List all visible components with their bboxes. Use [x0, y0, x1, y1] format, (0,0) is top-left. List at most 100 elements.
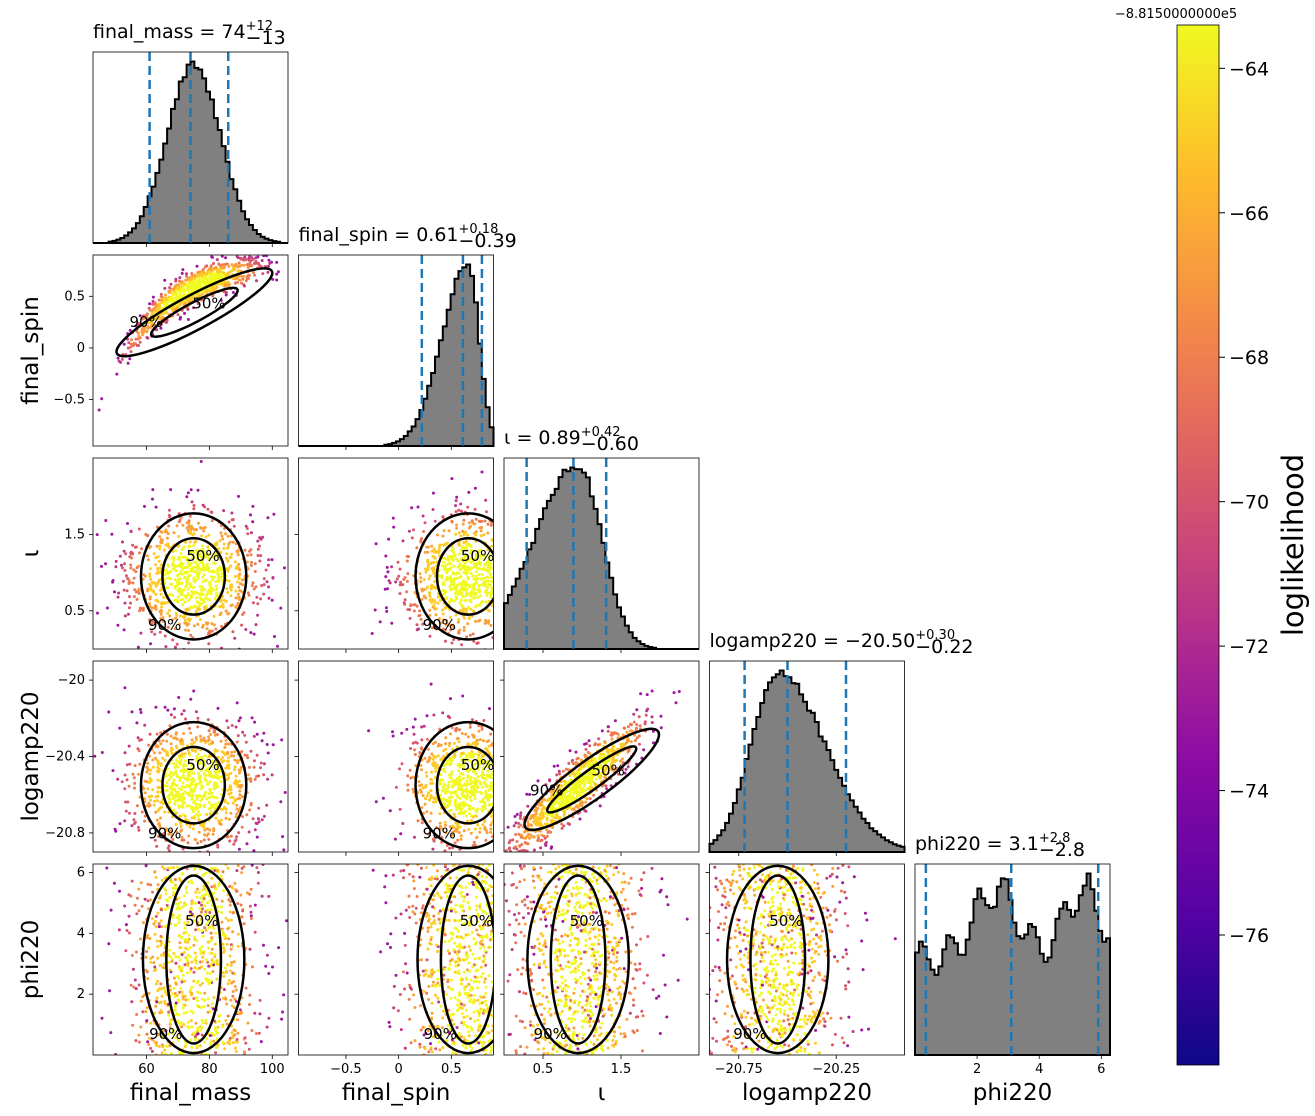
sample-point	[196, 280, 200, 284]
sample-point	[472, 840, 476, 844]
sample-point	[147, 801, 151, 805]
sample-point	[146, 768, 150, 772]
sample-point	[425, 737, 429, 741]
sample-point	[506, 769, 509, 772]
sample-point	[258, 544, 261, 548]
sample-point	[505, 653, 508, 656]
sample-point	[123, 614, 127, 618]
sample-point	[469, 760, 473, 764]
sample-point	[207, 796, 211, 800]
sample-point	[234, 725, 238, 729]
sample-point	[156, 790, 160, 794]
sample-point	[485, 575, 489, 579]
sample-point	[630, 729, 634, 733]
sample-point	[224, 811, 228, 815]
sample-point	[491, 812, 494, 816]
sample-point	[180, 287, 184, 291]
sample-point	[179, 570, 183, 574]
sample-point	[488, 787, 492, 791]
sample-point	[582, 784, 586, 788]
sample-point	[249, 856, 252, 859]
sample-point	[385, 565, 389, 569]
sample-point	[540, 808, 544, 812]
sample-point	[182, 709, 186, 713]
sample-point	[172, 558, 176, 562]
sample-point	[512, 787, 515, 790]
sample-point	[174, 549, 178, 553]
sample-point	[156, 786, 160, 790]
sample-point	[512, 824, 516, 828]
sample-point	[512, 800, 515, 803]
sample-point	[430, 600, 434, 604]
sample-point	[236, 761, 240, 765]
sample-point	[474, 605, 477, 609]
sample-point	[460, 609, 464, 613]
sample-point	[436, 601, 440, 605]
sample-point	[439, 793, 443, 797]
sample-point	[127, 341, 131, 345]
x-tick-label: 4	[1035, 1062, 1043, 1077]
sample-point	[468, 585, 471, 589]
sample-point	[424, 567, 427, 571]
sample-point	[411, 725, 415, 729]
sample-point	[187, 629, 191, 632]
sample-point	[209, 810, 213, 814]
sample-point	[520, 764, 523, 767]
sample-point	[479, 562, 482, 565]
sample-point	[154, 563, 158, 567]
sample-point	[238, 771, 241, 775]
sample-point	[178, 276, 182, 280]
sample-point	[181, 792, 185, 796]
sample-point	[513, 788, 516, 791]
sample-point	[237, 847, 241, 851]
sample-point	[453, 728, 457, 732]
sample-point	[148, 772, 152, 776]
sample-point	[143, 791, 147, 795]
sample-point	[494, 544, 497, 547]
sample-point	[144, 316, 148, 320]
sample-point	[256, 539, 260, 543]
sample-point	[216, 269, 220, 273]
sample-point	[468, 754, 471, 758]
sample-point	[507, 670, 510, 673]
sample-point	[178, 797, 182, 801]
sample-point	[489, 830, 493, 834]
sample-point	[135, 804, 139, 808]
sample-point	[266, 516, 270, 520]
sample-point	[466, 570, 470, 574]
sample-point	[492, 832, 494, 836]
sample-point	[259, 597, 263, 601]
sample-point	[173, 578, 177, 582]
sample-point	[219, 298, 223, 302]
sample-point	[425, 545, 429, 549]
sample-point	[207, 642, 211, 646]
sample-point	[512, 769, 515, 772]
sample-point	[203, 265, 207, 269]
sample-point	[472, 565, 476, 569]
sample-point	[190, 738, 194, 742]
sample-point	[178, 565, 182, 569]
sample-point	[153, 301, 157, 305]
sample-point	[193, 624, 196, 628]
sample-point	[231, 268, 235, 272]
sample-point	[124, 800, 128, 804]
sample-point	[230, 552, 234, 556]
panel-frame	[503, 457, 700, 650]
sample-point	[502, 803, 505, 806]
sample-point	[461, 529, 465, 533]
sample-point	[267, 558, 271, 562]
sample-point	[192, 306, 195, 310]
sample-point	[152, 310, 156, 314]
sample-point	[426, 565, 430, 569]
sample-point	[162, 832, 166, 835]
sample-point	[499, 721, 502, 724]
sample-point	[179, 805, 183, 808]
sample-point	[150, 630, 154, 634]
sample-point	[152, 552, 156, 556]
sample-point	[495, 561, 498, 564]
sample-point	[149, 588, 153, 592]
sample-point	[469, 799, 473, 803]
sample-point	[460, 509, 463, 513]
sample-point	[179, 760, 183, 764]
